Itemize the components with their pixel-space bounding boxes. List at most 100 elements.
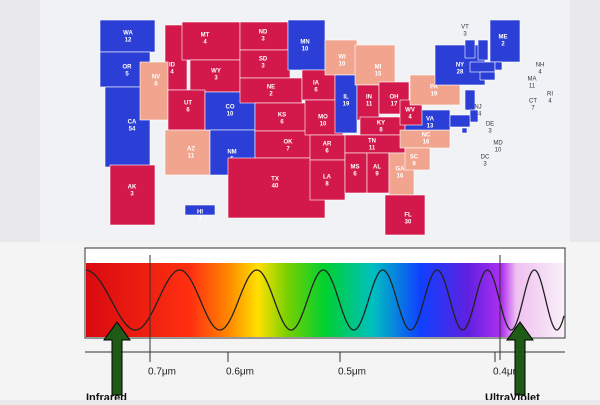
state: MS6 bbox=[344, 152, 368, 194]
tick-label: 0.6μm bbox=[226, 367, 254, 378]
state-votes: 9 bbox=[412, 162, 416, 168]
state-shape bbox=[227, 157, 326, 219]
us-map: WA12OR5CA54ID4NV6MT4WY3UT6AZ11CO10NM5ND3… bbox=[99, 19, 553, 236]
state-votes: 15 bbox=[375, 72, 382, 78]
state-abbr: UT bbox=[184, 101, 192, 107]
infrared-label: Infrared bbox=[86, 392, 127, 400]
state-shape bbox=[354, 44, 396, 86]
state-abbr: FL bbox=[404, 213, 412, 219]
state-abbr: VT bbox=[461, 25, 469, 31]
state-votes: 11 bbox=[529, 84, 536, 90]
state-shape bbox=[384, 194, 426, 236]
state-abbr: OK bbox=[284, 140, 294, 146]
state-votes: 6 bbox=[280, 120, 284, 126]
state-abbr: HI bbox=[197, 210, 203, 216]
state-abbr: NE bbox=[267, 85, 275, 91]
state-votes: 2 bbox=[501, 42, 505, 48]
state-shape bbox=[449, 114, 471, 128]
state: DC3 bbox=[461, 127, 490, 168]
state-shape bbox=[477, 39, 489, 61]
state-votes: 11 bbox=[366, 102, 373, 108]
state-votes: 30 bbox=[405, 220, 412, 226]
state-votes: 54 bbox=[129, 127, 136, 133]
state: HI4 bbox=[184, 204, 216, 223]
state-votes: 4 bbox=[170, 70, 174, 76]
state-abbr: NM bbox=[227, 150, 236, 156]
state-abbr: AR bbox=[323, 142, 332, 148]
state-abbr: KS bbox=[278, 113, 286, 119]
state-votes: 7 bbox=[286, 147, 290, 153]
state-votes: 19 bbox=[343, 102, 350, 108]
state-abbr: AZ bbox=[187, 147, 195, 153]
state-abbr: MN bbox=[300, 40, 309, 46]
state-shape bbox=[309, 134, 346, 161]
state-shape bbox=[494, 61, 503, 71]
state-votes: 5 bbox=[125, 72, 129, 78]
state-votes: 3 bbox=[214, 76, 218, 82]
state-votes: 4 bbox=[198, 217, 202, 223]
wave bbox=[85, 269, 565, 331]
state-abbr: MA bbox=[528, 77, 537, 83]
ultraviolet-label: UltraViolet bbox=[485, 392, 540, 400]
state-abbr: OR bbox=[123, 65, 133, 71]
state-abbr: NH bbox=[536, 63, 545, 69]
state-votes: 10 bbox=[339, 62, 346, 68]
state-votes: 19 bbox=[431, 92, 438, 98]
state-shape bbox=[254, 130, 316, 159]
state-shape bbox=[164, 129, 211, 176]
state-abbr: IA bbox=[313, 81, 320, 87]
state-votes: 10 bbox=[495, 148, 502, 154]
state: OK7 bbox=[254, 130, 316, 159]
state-abbr: NV bbox=[152, 75, 160, 81]
state-shape bbox=[184, 204, 216, 216]
state-abbr: IL bbox=[343, 95, 349, 101]
state-abbr: DE bbox=[486, 122, 494, 128]
state-votes: 40 bbox=[272, 184, 279, 190]
state-abbr: IN bbox=[366, 95, 372, 101]
state-votes: 12 bbox=[125, 38, 132, 44]
axis-ticks: 0.7μm 0.6μm 0.5μm 0.4μm bbox=[148, 352, 521, 378]
state-votes: 16 bbox=[397, 174, 404, 180]
state-votes: 11 bbox=[369, 146, 376, 152]
state-shape bbox=[479, 71, 496, 81]
state-abbr: MI bbox=[375, 65, 382, 71]
state-abbr: CT bbox=[529, 99, 537, 105]
state-abbr: VA bbox=[426, 117, 435, 123]
state-votes: 2 bbox=[269, 92, 273, 98]
tick-label: 0.7μm bbox=[148, 367, 176, 378]
state-votes: 3 bbox=[463, 32, 467, 38]
state-votes: 10 bbox=[302, 47, 309, 53]
state-abbr: TN bbox=[368, 139, 376, 145]
state-votes: 3 bbox=[483, 162, 487, 168]
state-abbr: GA bbox=[396, 167, 406, 173]
state-abbr: AL bbox=[373, 165, 381, 171]
state-votes: 6 bbox=[186, 108, 190, 114]
state-votes: 9 bbox=[375, 172, 379, 178]
state-abbr: SC bbox=[410, 155, 419, 161]
state-votes: 3 bbox=[130, 192, 134, 198]
state-votes: 4 bbox=[548, 99, 552, 105]
state-abbr: CO bbox=[226, 105, 235, 111]
state-abbr: MS bbox=[351, 165, 360, 171]
state-shape bbox=[287, 19, 326, 71]
state: VT3 bbox=[461, 25, 476, 59]
state-shape bbox=[139, 61, 169, 121]
state: ND3 bbox=[239, 21, 289, 51]
state-shape bbox=[404, 147, 431, 171]
state-shape bbox=[469, 61, 496, 73]
state-votes: 6 bbox=[325, 149, 329, 155]
state-votes: 8 bbox=[325, 182, 329, 188]
state: AK3 bbox=[109, 164, 156, 226]
state-abbr: AK bbox=[128, 185, 137, 191]
state-votes: 6 bbox=[154, 82, 158, 88]
state-votes: 6 bbox=[314, 88, 318, 94]
state-shape bbox=[204, 91, 256, 131]
